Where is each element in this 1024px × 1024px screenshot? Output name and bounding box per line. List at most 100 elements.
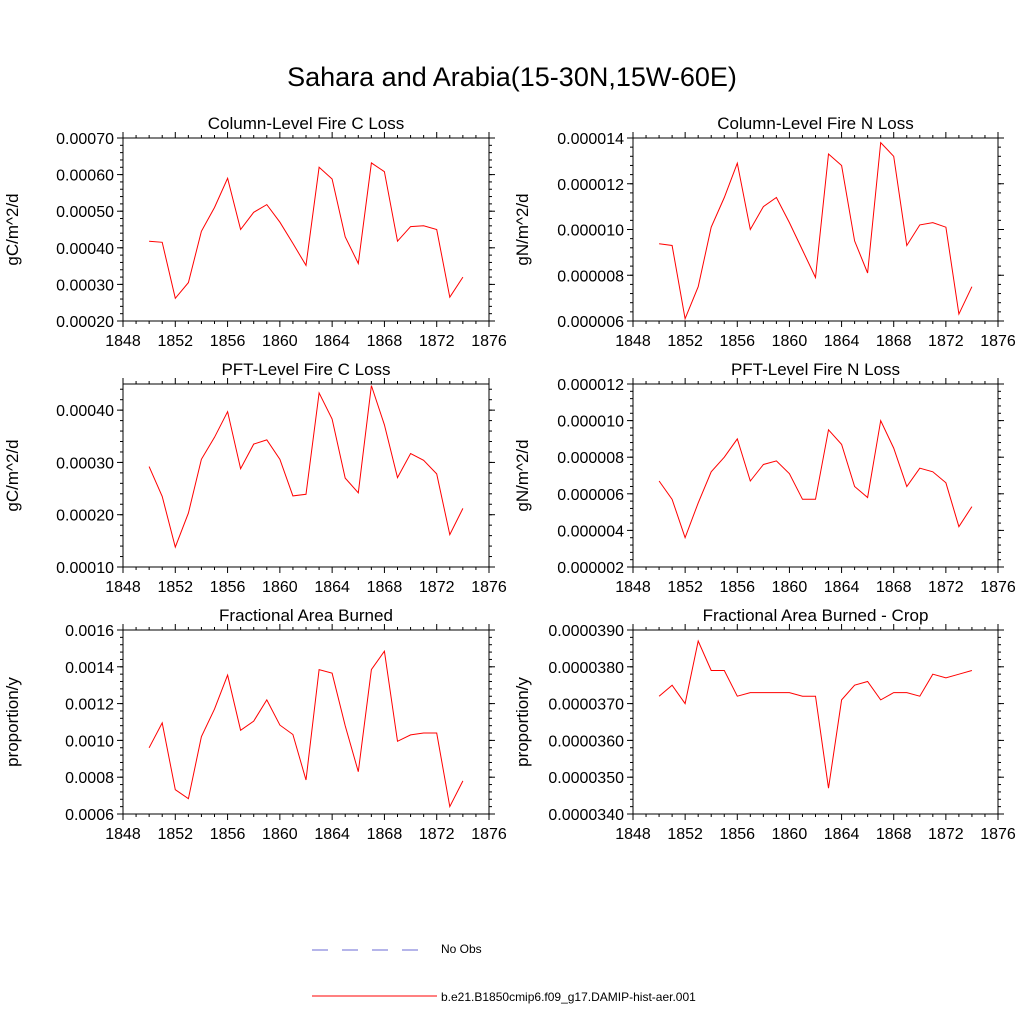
panel-2-xtick-label-2: 1856 (719, 333, 755, 350)
panel-4-xtick-label-6: 1872 (928, 579, 964, 596)
panel-1-ytick-label-1: 0.00030 (56, 277, 114, 294)
panel-2-ylabel: gN/m^2/d (513, 193, 532, 265)
panel-5-title: Fractional Area Burned (219, 606, 393, 625)
panel-4-xtick-label-2: 1856 (719, 579, 755, 596)
panel-2-xtick-label-0: 1848 (615, 333, 651, 350)
panel-5-frame (122, 629, 490, 815)
panel-2-xtick-label-3: 1860 (772, 333, 808, 350)
panel-5-xtick-label-0: 1848 (105, 826, 141, 843)
panel-5-ytick-label-5: 0.0016 (65, 623, 114, 640)
panel-1-ytick-label-3: 0.00050 (56, 204, 114, 221)
panel-5-ytick-label-1: 0.0008 (65, 770, 114, 787)
panel-5-xtick-label-1: 1852 (157, 826, 193, 843)
panel-3-xtick-label-6: 1872 (419, 579, 455, 596)
panel-2-xtick-label-7: 1876 (980, 333, 1016, 350)
panel-6-xtick-label-2: 1856 (719, 826, 755, 843)
panel-2-ytick-label-3: 0.000012 (557, 177, 624, 194)
panel-1-xtick-label-2: 1856 (210, 333, 246, 350)
panel-6-xtick-label-6: 1872 (928, 826, 964, 843)
panel-6-frame (632, 629, 999, 815)
panel-4-title: PFT-Level Fire N Loss (731, 360, 900, 379)
panel-5-xtick-label-2: 1856 (210, 826, 246, 843)
panel-2-series-line-0 (659, 141, 973, 321)
panel-5-xtick-label-7: 1876 (471, 826, 507, 843)
panel-5-xtick-label-6: 1872 (419, 826, 455, 843)
panel-5-ylabel: proportion/y (3, 677, 22, 767)
panel-3-xtick-label-1: 1852 (157, 579, 193, 596)
panel-6-xtick-label-0: 1848 (615, 826, 651, 843)
panel-6-ylabel: proportion/y (513, 677, 532, 767)
panel-1-xtick-label-4: 1864 (314, 333, 350, 350)
panel-3-series-line-0 (148, 385, 464, 549)
panel-2-xtick-label-1: 1852 (667, 333, 703, 350)
panel-2-xtick-label-6: 1872 (928, 333, 964, 350)
panel-4-ytick-label-4: 0.000010 (557, 414, 624, 431)
panel-2-ytick-label-2: 0.000010 (557, 223, 624, 240)
panel-4-xtick-label-5: 1868 (876, 579, 912, 596)
panel-2-xtick-label-5: 1868 (876, 333, 912, 350)
legend-label-no-obs: No Obs (441, 942, 482, 956)
panel-4-xtick-label-1: 1852 (667, 579, 703, 596)
panel-6-xtick-label-7: 1876 (980, 826, 1016, 843)
panel-4-ylabel: gN/m^2/d (513, 439, 532, 511)
panel-5-ytick-label-2: 0.0010 (65, 733, 114, 750)
panel-3-xtick-label-0: 1848 (105, 579, 141, 596)
panel-4-xtick-label-0: 1848 (615, 579, 651, 596)
panel-2-ytick-label-0: 0.000006 (557, 314, 624, 331)
panel-6-ytick-label-3: 0.0000370 (548, 697, 624, 714)
panel-4-xtick-label-7: 1876 (980, 579, 1016, 596)
panel-5-xtick-label-5: 1868 (367, 826, 403, 843)
panel-6-ytick-label-0: 0.0000340 (548, 807, 624, 824)
panel-6-title: Fractional Area Burned - Crop (703, 606, 929, 625)
panel-2-title: Column-Level Fire N Loss (717, 114, 914, 133)
panel-4-xtick-label-3: 1860 (772, 579, 808, 596)
panel-5-ytick-label-4: 0.0014 (65, 660, 114, 677)
panel-6-xtick-label-5: 1868 (876, 826, 912, 843)
panel-5-ytick-label-3: 0.0012 (65, 697, 114, 714)
panel-6-xtick-label-1: 1852 (667, 826, 703, 843)
panel-1-series-line-0 (149, 162, 464, 300)
panel-5-xtick-label-4: 1864 (314, 826, 350, 843)
panel-1-title: Column-Level Fire C Loss (208, 114, 405, 133)
panel-4-ytick-label-2: 0.000006 (557, 487, 624, 504)
panel-3-xtick-label-7: 1876 (471, 579, 507, 596)
panel-1-xtick-label-1: 1852 (157, 333, 193, 350)
panel-1-xtick-label-0: 1848 (105, 333, 141, 350)
panel-1-xtick-label-6: 1872 (419, 333, 455, 350)
panel-2-ytick-label-1: 0.000008 (557, 268, 624, 285)
panel-1-ytick-label-5: 0.00070 (56, 131, 114, 148)
panel-4-ytick-label-1: 0.000004 (557, 523, 624, 540)
panel-1-xtick-label-7: 1876 (471, 333, 507, 350)
panel-6-ytick-label-1: 0.0000350 (548, 770, 624, 787)
panel-6-ytick-label-2: 0.0000360 (548, 733, 624, 750)
panel-2-xtick-label-4: 1864 (824, 333, 860, 350)
panel-4-ytick-label-0: 0.000002 (557, 560, 624, 577)
panel-6-xtick-label-4: 1864 (824, 826, 860, 843)
panel-6-ytick-label-5: 0.0000390 (548, 623, 624, 640)
panel-3-xtick-label-4: 1864 (314, 579, 350, 596)
panel-3-ytick-label-1: 0.00020 (56, 508, 114, 525)
panel-6-ytick-label-4: 0.0000380 (548, 660, 624, 677)
panel-3-ytick-label-3: 0.00040 (56, 403, 114, 420)
panel-5-series-line-0 (148, 649, 464, 809)
panel-1-ylabel: gC/m^2/d (3, 193, 22, 265)
panel-4-xtick-label-4: 1864 (824, 579, 860, 596)
panel-5-xtick-label-3: 1860 (262, 826, 298, 843)
panel-2-ytick-label-4: 0.000014 (557, 131, 624, 148)
panel-3-xtick-label-5: 1868 (367, 579, 403, 596)
panel-2-frame (632, 137, 999, 322)
panel-3-xtick-label-2: 1856 (210, 579, 246, 596)
panel-1-ytick-label-4: 0.00060 (56, 168, 114, 185)
panel-4-frame (632, 383, 999, 568)
panel-5-ytick-label-0: 0.0006 (65, 807, 114, 824)
panel-3-ytick-label-2: 0.00030 (56, 455, 114, 472)
panel-1-xtick-label-3: 1860 (262, 333, 298, 350)
panel-6-xtick-label-3: 1860 (772, 826, 808, 843)
panel-3-ytick-label-0: 0.00010 (56, 560, 114, 577)
panel-4-ytick-label-3: 0.000008 (557, 450, 624, 467)
panel-4-series-line-0 (658, 418, 973, 540)
panel-3-title: PFT-Level Fire C Loss (221, 360, 390, 379)
panel-1-ytick-label-0: 0.00020 (56, 314, 114, 331)
figure-title: Sahara and Arabia(15-30N,15W-60E) (287, 62, 737, 92)
